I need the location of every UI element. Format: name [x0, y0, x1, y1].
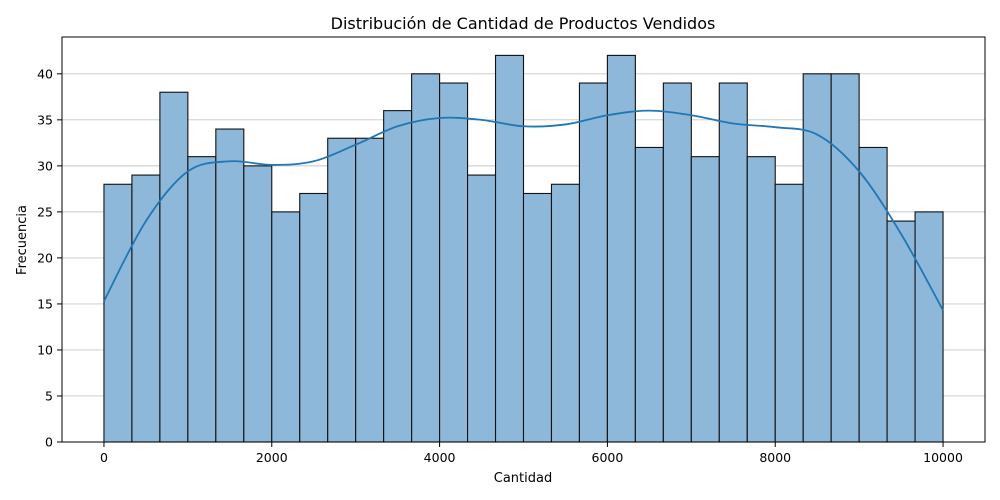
histogram-bar-25: [802, 73, 832, 443]
histogram-bar-11: [411, 73, 441, 443]
x-tick-label-1: 2000: [256, 450, 288, 465]
histogram-bar-28: [886, 220, 916, 443]
histogram-bars: [103, 54, 944, 443]
histogram-bar-26: [830, 73, 860, 443]
histogram-bar-21: [690, 156, 720, 443]
histogram-bar-16: [550, 183, 580, 443]
histogram-bar-10: [383, 110, 413, 443]
x-tick-label-2: 4000: [424, 450, 456, 465]
histogram-bar-5: [243, 165, 273, 443]
x-tick-label-3: 6000: [592, 450, 624, 465]
histogram-bar-3: [187, 156, 217, 443]
y-tick-label-6: 30: [37, 158, 53, 173]
histogram-bar-24: [774, 183, 804, 443]
histogram-bar-7: [299, 192, 329, 443]
histogram-bar-15: [522, 192, 553, 443]
density-curve: [103, 109, 944, 311]
y-tick-label-2: 10: [37, 342, 53, 357]
y-tick-label-7: 35: [37, 112, 53, 127]
y-tick-label-3: 15: [37, 296, 53, 311]
chart-title: Distribución de Cantidad de Productos Ve…: [331, 14, 716, 33]
y-tick-label-5: 25: [37, 204, 53, 219]
histogram-bar-13: [467, 174, 497, 443]
histogram-bar-9: [355, 137, 385, 443]
histogram-bar-17: [578, 82, 608, 443]
y-tick-label-0: 0: [45, 435, 53, 450]
y-axis-label: Frecuencia: [15, 205, 30, 275]
y-tick-label-4: 20: [37, 250, 53, 265]
histogram-bar-12: [439, 82, 469, 443]
histogram-bar-0: [103, 183, 133, 443]
y-tick-label-1: 5: [45, 388, 53, 403]
y-axis-ticks: 0 5 10 15 20 25 30 35 40: [37, 66, 62, 450]
x-axis-label: Cantidad: [494, 471, 552, 486]
histogram-bar-14: [494, 54, 525, 443]
histogram-bar-6: [271, 211, 301, 443]
histogram-bar-20: [662, 82, 692, 443]
histogram-bar-19: [634, 146, 664, 443]
x-tick-label-5: 10000: [923, 450, 963, 465]
histogram-bar-29: [914, 211, 944, 443]
histogram-bar-18: [606, 54, 636, 443]
x-tick-label-4: 8000: [759, 450, 791, 465]
x-tick-label-0: 0: [100, 450, 108, 465]
x-axis-ticks: 0 2000 4000 6000 8000 10000: [100, 442, 963, 465]
histogram-bar-2: [159, 91, 189, 443]
histogram-bar-4: [215, 128, 245, 443]
histogram-bar-8: [327, 137, 357, 443]
plot-frame: [61, 36, 986, 443]
histogram-bar-1: [131, 174, 161, 443]
y-tick-label-8: 40: [37, 66, 53, 81]
histogram-bar-23: [746, 156, 776, 443]
histogram-bar-22: [718, 82, 748, 443]
